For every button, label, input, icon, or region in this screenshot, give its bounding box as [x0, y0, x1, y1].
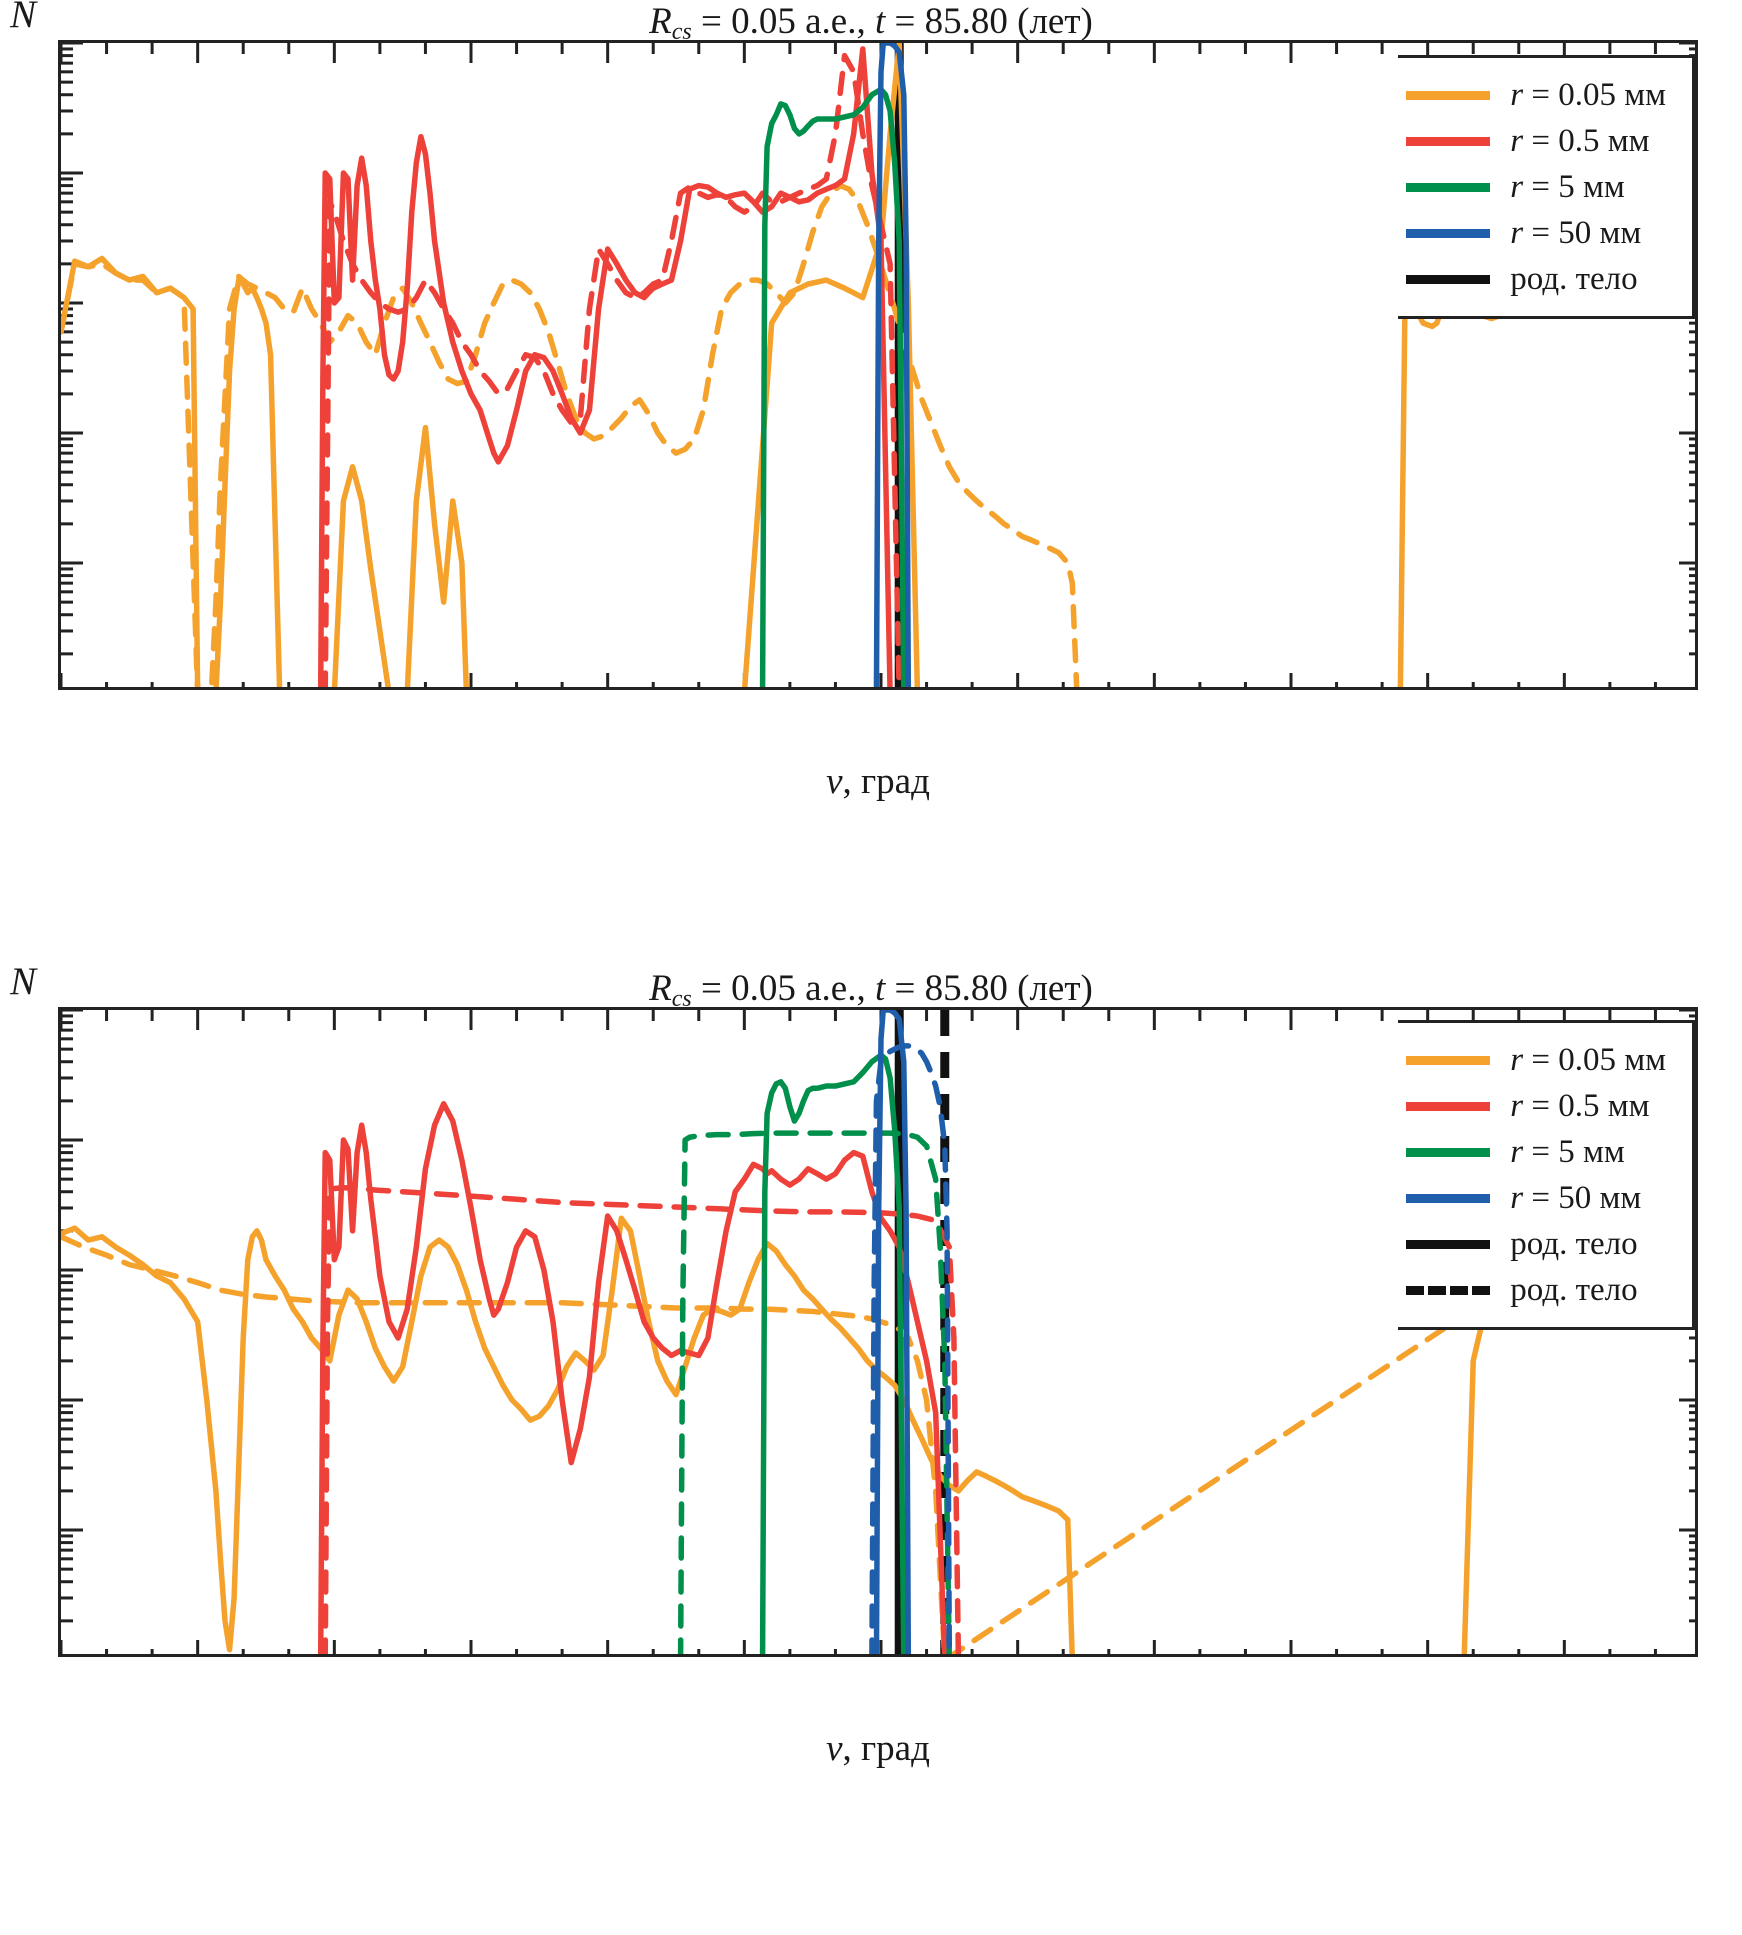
legend-label: r = 5 мм [1510, 168, 1625, 205]
legend-label: r = 0.5 мм [1510, 122, 1650, 159]
legend: r = 0.05 мм r = 0.5 мм r = 5 мм r = 50 мм ро… [1398, 55, 1695, 319]
title-t: t [874, 968, 886, 1009]
chart-panel-top: Rcs = 0.05 a.e., t = 85.80 (лет)N1001011… [0, 0, 1742, 967]
title-R: Rcs [649, 1, 692, 45]
legend-swatch-line-icon [1406, 1055, 1491, 1065]
plot-area: 100101102103104105−180−150−120−90−60−300… [58, 1007, 1698, 1657]
legend-label: r = 50 мм [1510, 214, 1642, 251]
series-line [759, 1052, 907, 1654]
legend-swatch-line-icon [1406, 90, 1491, 100]
title-rest: = 0.05 a.e., [691, 968, 875, 1009]
legend-swatch-line-icon [1406, 1101, 1491, 1111]
legend-item[interactable]: r = 0.05 мм [1406, 72, 1666, 118]
legend-item[interactable]: род. тело [1406, 256, 1666, 302]
x-axis-label-symbol: ν [826, 1728, 843, 1769]
x-axis-label-units: , град [842, 1728, 930, 1769]
legend-item[interactable]: r = 50 мм [1406, 1175, 1666, 1221]
legend-swatch-line-icon [1406, 1193, 1491, 1203]
legend-item[interactable]: r = 0.5 мм [1406, 118, 1666, 164]
x-axis-label-symbol: ν [826, 761, 843, 802]
legend-swatch-line-icon [1406, 1285, 1491, 1295]
x-axis-label-units: , град [842, 761, 930, 802]
series-line [873, 1010, 912, 1654]
series-line [322, 1184, 962, 1654]
panel-title: Rcs = 0.05 a.e., t = 85.80 (лет) [0, 967, 1742, 1013]
series-line [61, 182, 1080, 687]
title-rest: = 0.05 a.e., [691, 1, 875, 42]
legend-item[interactable]: r = 0.05 мм [1406, 1037, 1666, 1083]
legend-label: r = 5 мм [1510, 1133, 1625, 1170]
legend-label: r = 0.05 мм [1510, 76, 1666, 113]
legend-item[interactable]: род. тело [1406, 1221, 1666, 1267]
plot-area: 100101102103104105−180−150−120−90−60−300… [58, 40, 1698, 690]
series-line [317, 46, 893, 687]
legend-label: r = 50 мм [1510, 1179, 1642, 1216]
legend-item[interactable]: r = 5 мм [1406, 1129, 1666, 1175]
legend-item[interactable]: r = 50 мм [1406, 210, 1666, 256]
series-line [317, 1101, 948, 1654]
x-axis-label: ν, град [58, 1727, 1698, 1770]
legend-label: род. тело [1510, 1225, 1638, 1262]
legend-swatch-line-icon [1406, 1239, 1491, 1249]
legend-swatch-line-icon [1406, 136, 1491, 146]
legend-item[interactable]: r = 5 мм [1406, 164, 1666, 210]
title-tail: = 85.80 (лет) [885, 968, 1093, 1009]
legend-label: род. тело [1510, 1271, 1638, 1308]
series-line [869, 1043, 953, 1654]
series-line [61, 1184, 1695, 1654]
legend-swatch-line-icon [1406, 274, 1491, 284]
panel-title: Rcs = 0.05 a.e., t = 85.80 (лет) [0, 0, 1742, 46]
y-axis-label: N [10, 0, 37, 36]
legend-item[interactable]: r = 0.5 мм [1406, 1083, 1666, 1129]
x-axis-label: ν, град [58, 760, 1698, 803]
title-tail: = 85.80 (лет) [885, 1, 1093, 42]
y-axis-label: N [10, 960, 37, 1003]
legend-swatch-line-icon [1406, 1147, 1491, 1157]
legend-label: род. тело [1510, 260, 1638, 297]
title-R: Rcs [649, 968, 692, 1012]
title-t: t [874, 1, 886, 42]
legend: r = 0.05 мм r = 0.5 мм r = 5 мм r = 50 мм ро… [1398, 1020, 1695, 1330]
legend-swatch-line-icon [1406, 182, 1491, 192]
legend-label: r = 0.05 мм [1510, 1041, 1666, 1078]
series-line [873, 43, 912, 687]
chart-panel-bottom: Rcs = 0.05 a.e., t = 85.80 (лет)N1001011… [0, 960, 1742, 1934]
legend-item[interactable]: род. тело [1406, 1267, 1666, 1313]
series-line [322, 52, 902, 687]
series-line [759, 86, 907, 687]
legend-label: r = 0.5 мм [1510, 1087, 1650, 1124]
legend-swatch-line-icon [1406, 228, 1491, 238]
